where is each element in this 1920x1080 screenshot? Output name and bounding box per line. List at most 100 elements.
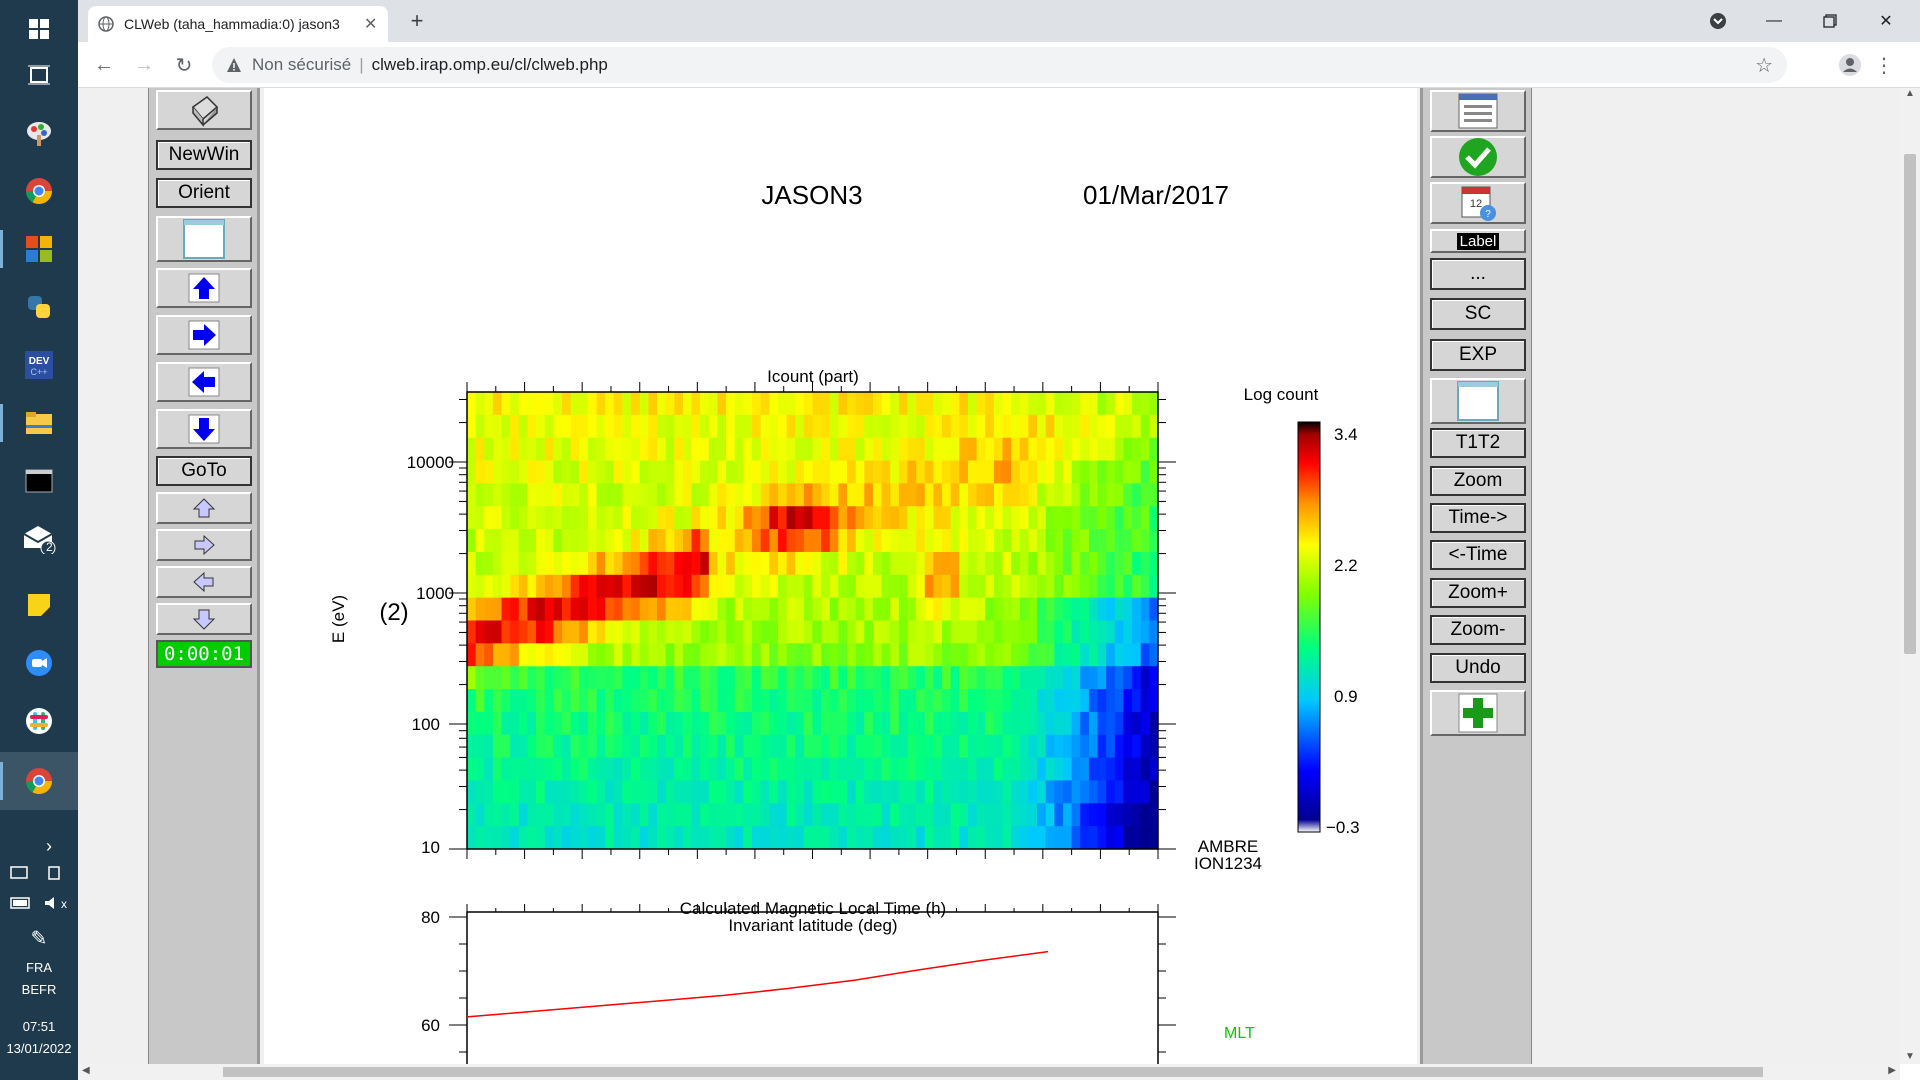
device-icon[interactable] xyxy=(48,866,60,880)
horizontal-scroll-thumb[interactable] xyxy=(223,1067,1763,1077)
small-down-button[interactable] xyxy=(156,603,252,635)
battery-icon[interactable] xyxy=(10,897,30,909)
start-button[interactable] xyxy=(0,0,78,58)
heatmap-cell xyxy=(467,506,477,530)
heatmap-cell xyxy=(795,437,805,462)
print-button[interactable] xyxy=(156,90,252,130)
heatmap-cell xyxy=(829,711,839,736)
heatmap-cell xyxy=(795,666,805,690)
heatmap-cell xyxy=(674,437,684,462)
add-button[interactable] xyxy=(1430,690,1526,736)
new-tab-button[interactable]: + xyxy=(402,6,432,36)
validate-button[interactable] xyxy=(1430,136,1526,178)
scroll-right-button[interactable] xyxy=(156,315,252,355)
heatmap-cell xyxy=(579,734,589,759)
tab-close-icon[interactable]: ✕ xyxy=(364,16,378,33)
address-bar[interactable]: Non sécurisé | clweb.irap.omp.eu/cl/clwe… xyxy=(212,47,1787,83)
taskbar-app-slack[interactable] xyxy=(0,692,78,750)
window-button[interactable] xyxy=(156,216,252,262)
tab-search-button[interactable] xyxy=(1690,0,1746,42)
reload-button[interactable]: ↻ xyxy=(168,49,200,81)
undo-button[interactable]: Undo xyxy=(1430,653,1526,683)
chrome-menu-button[interactable]: ⋮ xyxy=(1868,49,1900,81)
forward-button[interactable]: → xyxy=(128,49,160,81)
security-label[interactable]: Non sécurisé xyxy=(252,55,352,74)
heatmap-cell xyxy=(967,414,978,439)
heatmap-cell xyxy=(648,643,658,667)
small-right-button[interactable] xyxy=(156,529,252,561)
taskbar-app-terminal[interactable] xyxy=(0,452,78,510)
zoom-minus-button[interactable]: Zoom- xyxy=(1430,615,1526,645)
close-window-button[interactable]: ✕ xyxy=(1858,0,1914,42)
back-button[interactable]: ← xyxy=(88,49,120,81)
t1t2-button[interactable]: T1T2 xyxy=(1430,428,1526,458)
taskbar-app-sticky-notes[interactable] xyxy=(0,576,78,634)
heatmap-cell xyxy=(890,437,900,462)
network-icon[interactable] xyxy=(10,866,28,879)
clock-date[interactable]: 13/01/2022 xyxy=(6,1041,72,1056)
heatmap-cell xyxy=(726,506,736,530)
new-window-button[interactable] xyxy=(1430,378,1526,424)
browser-tab[interactable]: CLWeb (taha_hammadia:0) jason3 ✕ xyxy=(88,6,388,42)
scroll-down-button[interactable] xyxy=(156,409,252,449)
clock-time[interactable]: 07:51 xyxy=(22,1019,56,1034)
small-left-button[interactable] xyxy=(156,566,252,598)
scroll-up-button[interactable] xyxy=(156,268,252,308)
scroll-down-arrow[interactable]: ▼ xyxy=(1905,1051,1915,1062)
heatmap-cell xyxy=(639,711,649,736)
goto-button[interactable]: GoTo xyxy=(156,456,252,486)
heatmap-cell xyxy=(812,734,822,759)
time-forward-button[interactable]: Time-> xyxy=(1430,503,1526,533)
orient-button[interactable]: Orient xyxy=(156,178,252,208)
taskbar-app-mail[interactable]: 2 xyxy=(0,510,78,568)
taskbar-app-explorer[interactable] xyxy=(0,394,78,452)
heatmap-cell xyxy=(812,780,822,804)
exp-button[interactable]: EXP xyxy=(1430,339,1526,371)
heatmap-cell xyxy=(743,392,753,416)
heatmap-cell xyxy=(916,574,926,599)
plot-canvas[interactable]: JASON3 01/Mar/2017 Icount (part) 10000 1… xyxy=(264,88,1417,1064)
zoom-plus-button[interactable]: Zoom+ xyxy=(1430,578,1526,608)
sc-button[interactable]: SC xyxy=(1430,298,1526,330)
taskbar-app-devcpp[interactable]: DEV C++ xyxy=(0,336,78,394)
show-hidden-icons[interactable]: › xyxy=(0,836,78,857)
vertical-scroll-thumb[interactable] xyxy=(1904,154,1916,654)
url-text[interactable]: clweb.irap.omp.eu/cl/clweb.php xyxy=(371,55,608,74)
input-language[interactable]: FRA xyxy=(26,960,52,975)
zoom-button[interactable]: Zoom xyxy=(1430,466,1526,496)
restore-button[interactable] xyxy=(1802,0,1858,42)
list-view-button[interactable] xyxy=(1430,90,1526,132)
label-button[interactable]: Label xyxy=(1430,229,1526,253)
profile-button[interactable] xyxy=(1834,49,1866,81)
minimize-button[interactable]: — xyxy=(1746,0,1802,42)
more-options-button[interactable]: ... xyxy=(1430,258,1526,290)
heatmap-cell xyxy=(648,803,658,827)
heatmap-cell xyxy=(553,574,563,599)
newwin-button[interactable]: NewWin xyxy=(156,140,252,170)
bookmark-star-icon[interactable]: ☆ xyxy=(1755,54,1773,77)
scroll-left-arrow[interactable]: ◀ xyxy=(82,1065,90,1076)
pen-icon[interactable]: ✎ xyxy=(30,928,48,950)
calendar-button[interactable]: 12? xyxy=(1430,182,1526,224)
taskbar-app-chrome-active[interactable] xyxy=(0,752,78,810)
heatmap-cell xyxy=(933,460,943,484)
heatmap-cell xyxy=(967,597,978,621)
keyboard-layout[interactable]: BEFR xyxy=(21,982,57,997)
taskbar-app-office[interactable] xyxy=(0,220,78,278)
taskbar-app-chrome[interactable] xyxy=(0,162,78,220)
heatmap-cell xyxy=(950,826,960,850)
heatmap-cell xyxy=(700,483,710,507)
task-view-button[interactable] xyxy=(0,46,78,104)
horizontal-scrollbar[interactable]: ◀ ▶ xyxy=(78,1064,1900,1080)
scroll-left-button[interactable] xyxy=(156,362,252,402)
scroll-up-arrow[interactable]: ▲ xyxy=(1905,88,1915,99)
vertical-scrollbar[interactable]: ▲ ▼ xyxy=(1900,88,1920,1064)
volume-muted-icon[interactable] xyxy=(45,897,54,909)
small-up-button[interactable] xyxy=(156,492,252,524)
heatmap-cell xyxy=(967,437,978,462)
taskbar-app-zoom[interactable] xyxy=(0,634,78,692)
time-back-button[interactable]: <-Time xyxy=(1430,540,1526,570)
scroll-right-arrow[interactable]: ▶ xyxy=(1888,1065,1896,1076)
taskbar-app-python[interactable] xyxy=(0,278,78,336)
taskbar-app-paint[interactable] xyxy=(0,104,78,162)
